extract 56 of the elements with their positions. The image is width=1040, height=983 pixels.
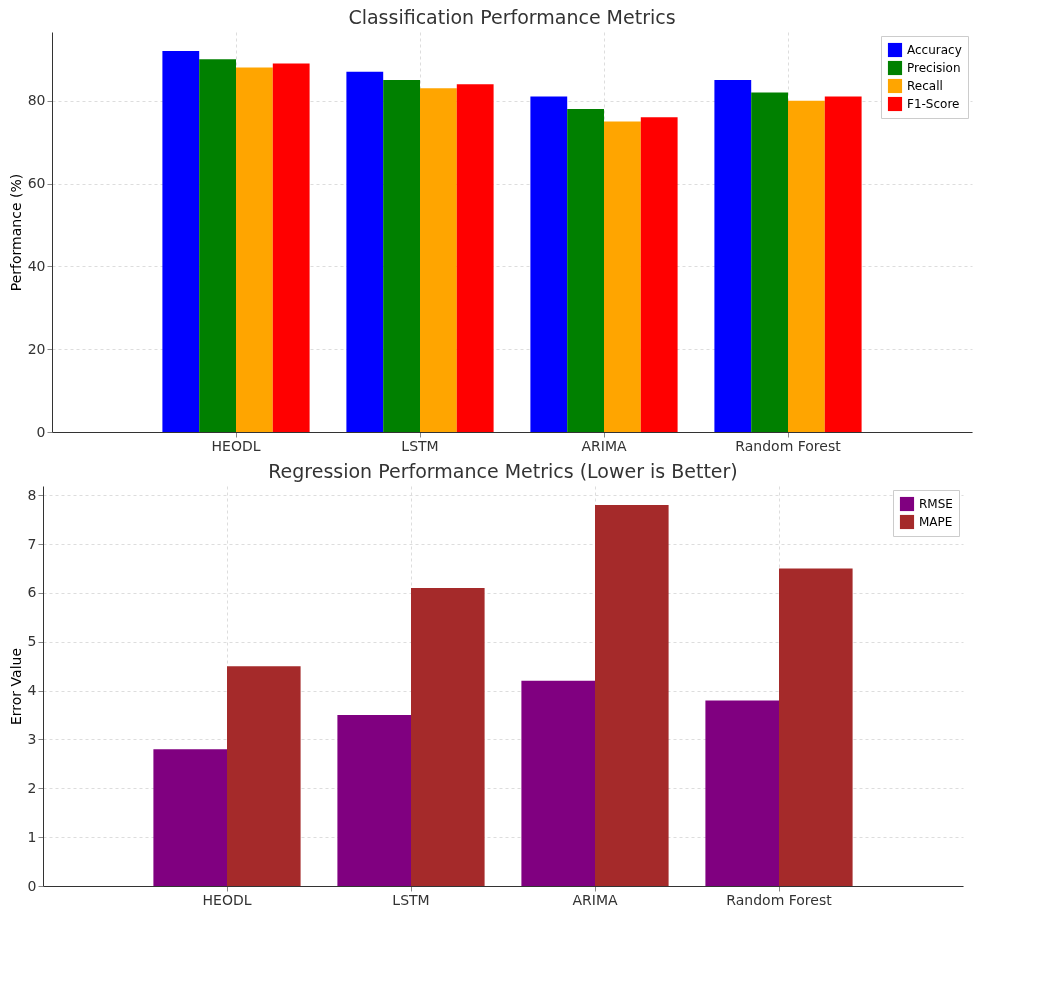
bar <box>420 88 457 432</box>
bar <box>383 80 420 432</box>
y-tick-label: 7 <box>27 535 37 552</box>
x-tick-label: LSTM <box>401 437 439 454</box>
bar <box>751 92 788 432</box>
bar <box>227 666 301 886</box>
y-tick-label: 80 <box>27 92 46 109</box>
bar <box>162 51 200 432</box>
legend-label: Accuracy <box>907 43 962 57</box>
bar <box>337 715 411 886</box>
y-tick-label: 6 <box>27 584 37 601</box>
chart-title: Classification Performance Metrics <box>348 6 676 28</box>
bar <box>272 63 310 432</box>
bar <box>595 505 669 886</box>
y-tick-label: 20 <box>27 340 46 357</box>
x-tick-label: HEODL <box>202 891 252 908</box>
y-axis-title: Performance (%) <box>7 173 24 292</box>
x-tick-label: HEODL <box>211 437 261 454</box>
y-tick-label: 0 <box>36 423 46 440</box>
bar <box>153 749 227 886</box>
bar <box>411 588 485 886</box>
bar <box>199 59 236 432</box>
x-tick-label: Random Forest <box>735 437 842 454</box>
bar <box>567 109 604 432</box>
y-tick-label: 2 <box>27 779 37 796</box>
legend-label: F1-Score <box>907 97 960 111</box>
y-tick-label: 3 <box>27 730 37 747</box>
y-tick-label: 0 <box>27 877 37 894</box>
bar <box>604 121 641 432</box>
bar <box>788 100 825 432</box>
bar <box>705 700 779 886</box>
x-tick-label: LSTM <box>392 891 430 908</box>
x-tick-label: Random Forest <box>726 891 833 908</box>
bar <box>456 84 494 432</box>
x-tick-label: ARIMA <box>572 891 618 908</box>
legend-label: Precision <box>907 61 961 75</box>
bar <box>779 568 853 886</box>
y-tick-label: 1 <box>27 828 37 845</box>
legend-label: Recall <box>907 79 943 93</box>
y-axis-title: Error Value <box>7 647 24 726</box>
chart-title: Regression Performance Metrics (Lower is Better) <box>268 460 738 482</box>
bar <box>640 117 678 432</box>
y-tick-label: 40 <box>27 257 46 274</box>
y-tick-label: 8 <box>27 486 37 503</box>
legend-label: RMSE <box>919 497 953 511</box>
bar <box>521 680 595 886</box>
bar <box>236 67 273 432</box>
bar <box>530 96 568 432</box>
x-tick-label: ARIMA <box>581 437 627 454</box>
y-tick-label: 60 <box>27 175 46 192</box>
legend-label: MAPE <box>919 515 953 529</box>
y-tick-label: 5 <box>27 633 37 650</box>
bar <box>824 96 862 432</box>
y-tick-label: 4 <box>27 682 37 699</box>
bar <box>346 71 384 432</box>
bar <box>714 80 752 432</box>
